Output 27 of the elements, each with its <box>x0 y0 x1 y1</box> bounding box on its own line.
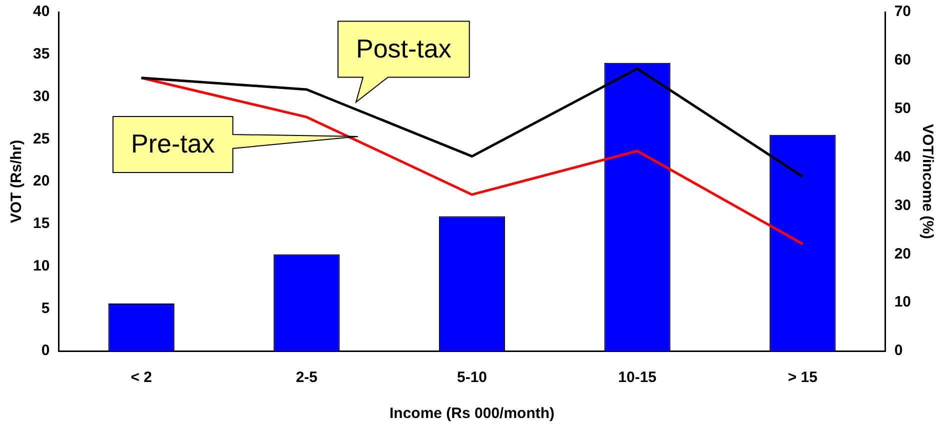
y-tick-label: 10 <box>32 257 50 274</box>
x-tick-label: 2-5 <box>296 369 318 386</box>
y2-tick-label: 40 <box>894 148 912 166</box>
x-tick-label: > 15 <box>788 369 818 386</box>
y-tick-label: 35 <box>32 46 50 63</box>
y2-tick-label: 0 <box>894 342 903 360</box>
y-tick-label: 25 <box>32 130 50 148</box>
series-label: Pre-tax <box>131 128 215 159</box>
y-tick-label: 30 <box>32 88 50 105</box>
x-tick-label: < 2 <box>130 369 152 386</box>
y-axis-title: VOT (Rs/hr) <box>8 140 26 224</box>
y-tick-label: 5 <box>41 300 50 317</box>
y2-tick-label: 50 <box>894 100 912 117</box>
y2-tick-label: 70 <box>894 3 912 20</box>
y2-tick-label: 10 <box>894 294 912 311</box>
y-tick-label: 20 <box>32 172 50 190</box>
x-tick-label: 10-15 <box>618 369 657 386</box>
y-tick-label: 15 <box>32 215 50 232</box>
series-label: Post-tax <box>356 33 452 64</box>
y2-tick-label: 20 <box>894 245 912 262</box>
y2-tick-label: 60 <box>894 52 912 69</box>
y-tick-label: 40 <box>32 3 50 20</box>
y2-tick-label: 30 <box>894 196 912 214</box>
x-tick-label: 5-10 <box>456 369 488 386</box>
y-tick-label: 0 <box>41 342 50 360</box>
y2-axis-title: VOT/income (%) <box>918 124 936 240</box>
x-axis-title: Income (Rs 000/month) <box>389 405 555 422</box>
